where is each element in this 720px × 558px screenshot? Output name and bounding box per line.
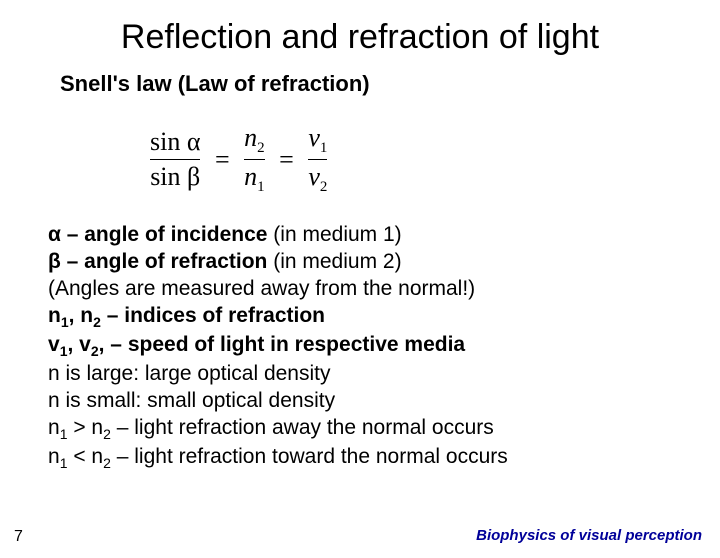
frac-left-num: sin α	[150, 127, 200, 156]
note-n-large: n is large: large optical density	[48, 361, 690, 388]
fraction-bar	[308, 159, 327, 160]
def-beta: β – angle of refraction (in medium 2)	[48, 249, 690, 276]
fraction-mid: n2 n1	[244, 123, 265, 196]
fraction-bar	[244, 159, 265, 160]
frac-left-den: sin β	[150, 162, 200, 191]
case-away-normal: n1 > n2 – light refraction away the norm…	[48, 415, 690, 444]
fraction-right: v1 v2	[308, 123, 327, 196]
def-alpha: α – angle of incidence (in medium 1)	[48, 222, 690, 249]
def-v: v1, v2, – speed of light in respective m…	[48, 332, 690, 361]
def-n: n1, n2 – indices of refraction	[48, 303, 690, 332]
definitions-block: α – angle of incidence (in medium 1) β –…	[48, 222, 690, 473]
equals-sign: =	[207, 145, 238, 175]
page-number: 7	[14, 528, 23, 546]
snells-law-equation: sin α sin β = n2 n1 = v1 v2	[150, 123, 720, 196]
equals-sign: =	[271, 145, 302, 175]
case-toward-normal: n1 < n2 – light refraction toward the no…	[48, 444, 690, 473]
frac-mid-num: n2	[244, 123, 265, 152]
fraction-left: sin α sin β	[150, 127, 200, 192]
frac-right-num: v1	[308, 123, 327, 152]
frac-right-den: v2	[308, 162, 327, 191]
slide-subtitle: Snell's law (Law of refraction)	[60, 71, 720, 97]
note-n-small: n is small: small optical density	[48, 388, 690, 415]
footer-course-title: Biophysics of visual perception	[476, 527, 702, 544]
slide-title: Reflection and refraction of light	[0, 18, 720, 57]
frac-mid-den: n1	[244, 162, 265, 191]
fraction-bar	[150, 159, 200, 160]
note-angles: (Angles are measured away from the norma…	[48, 276, 690, 303]
